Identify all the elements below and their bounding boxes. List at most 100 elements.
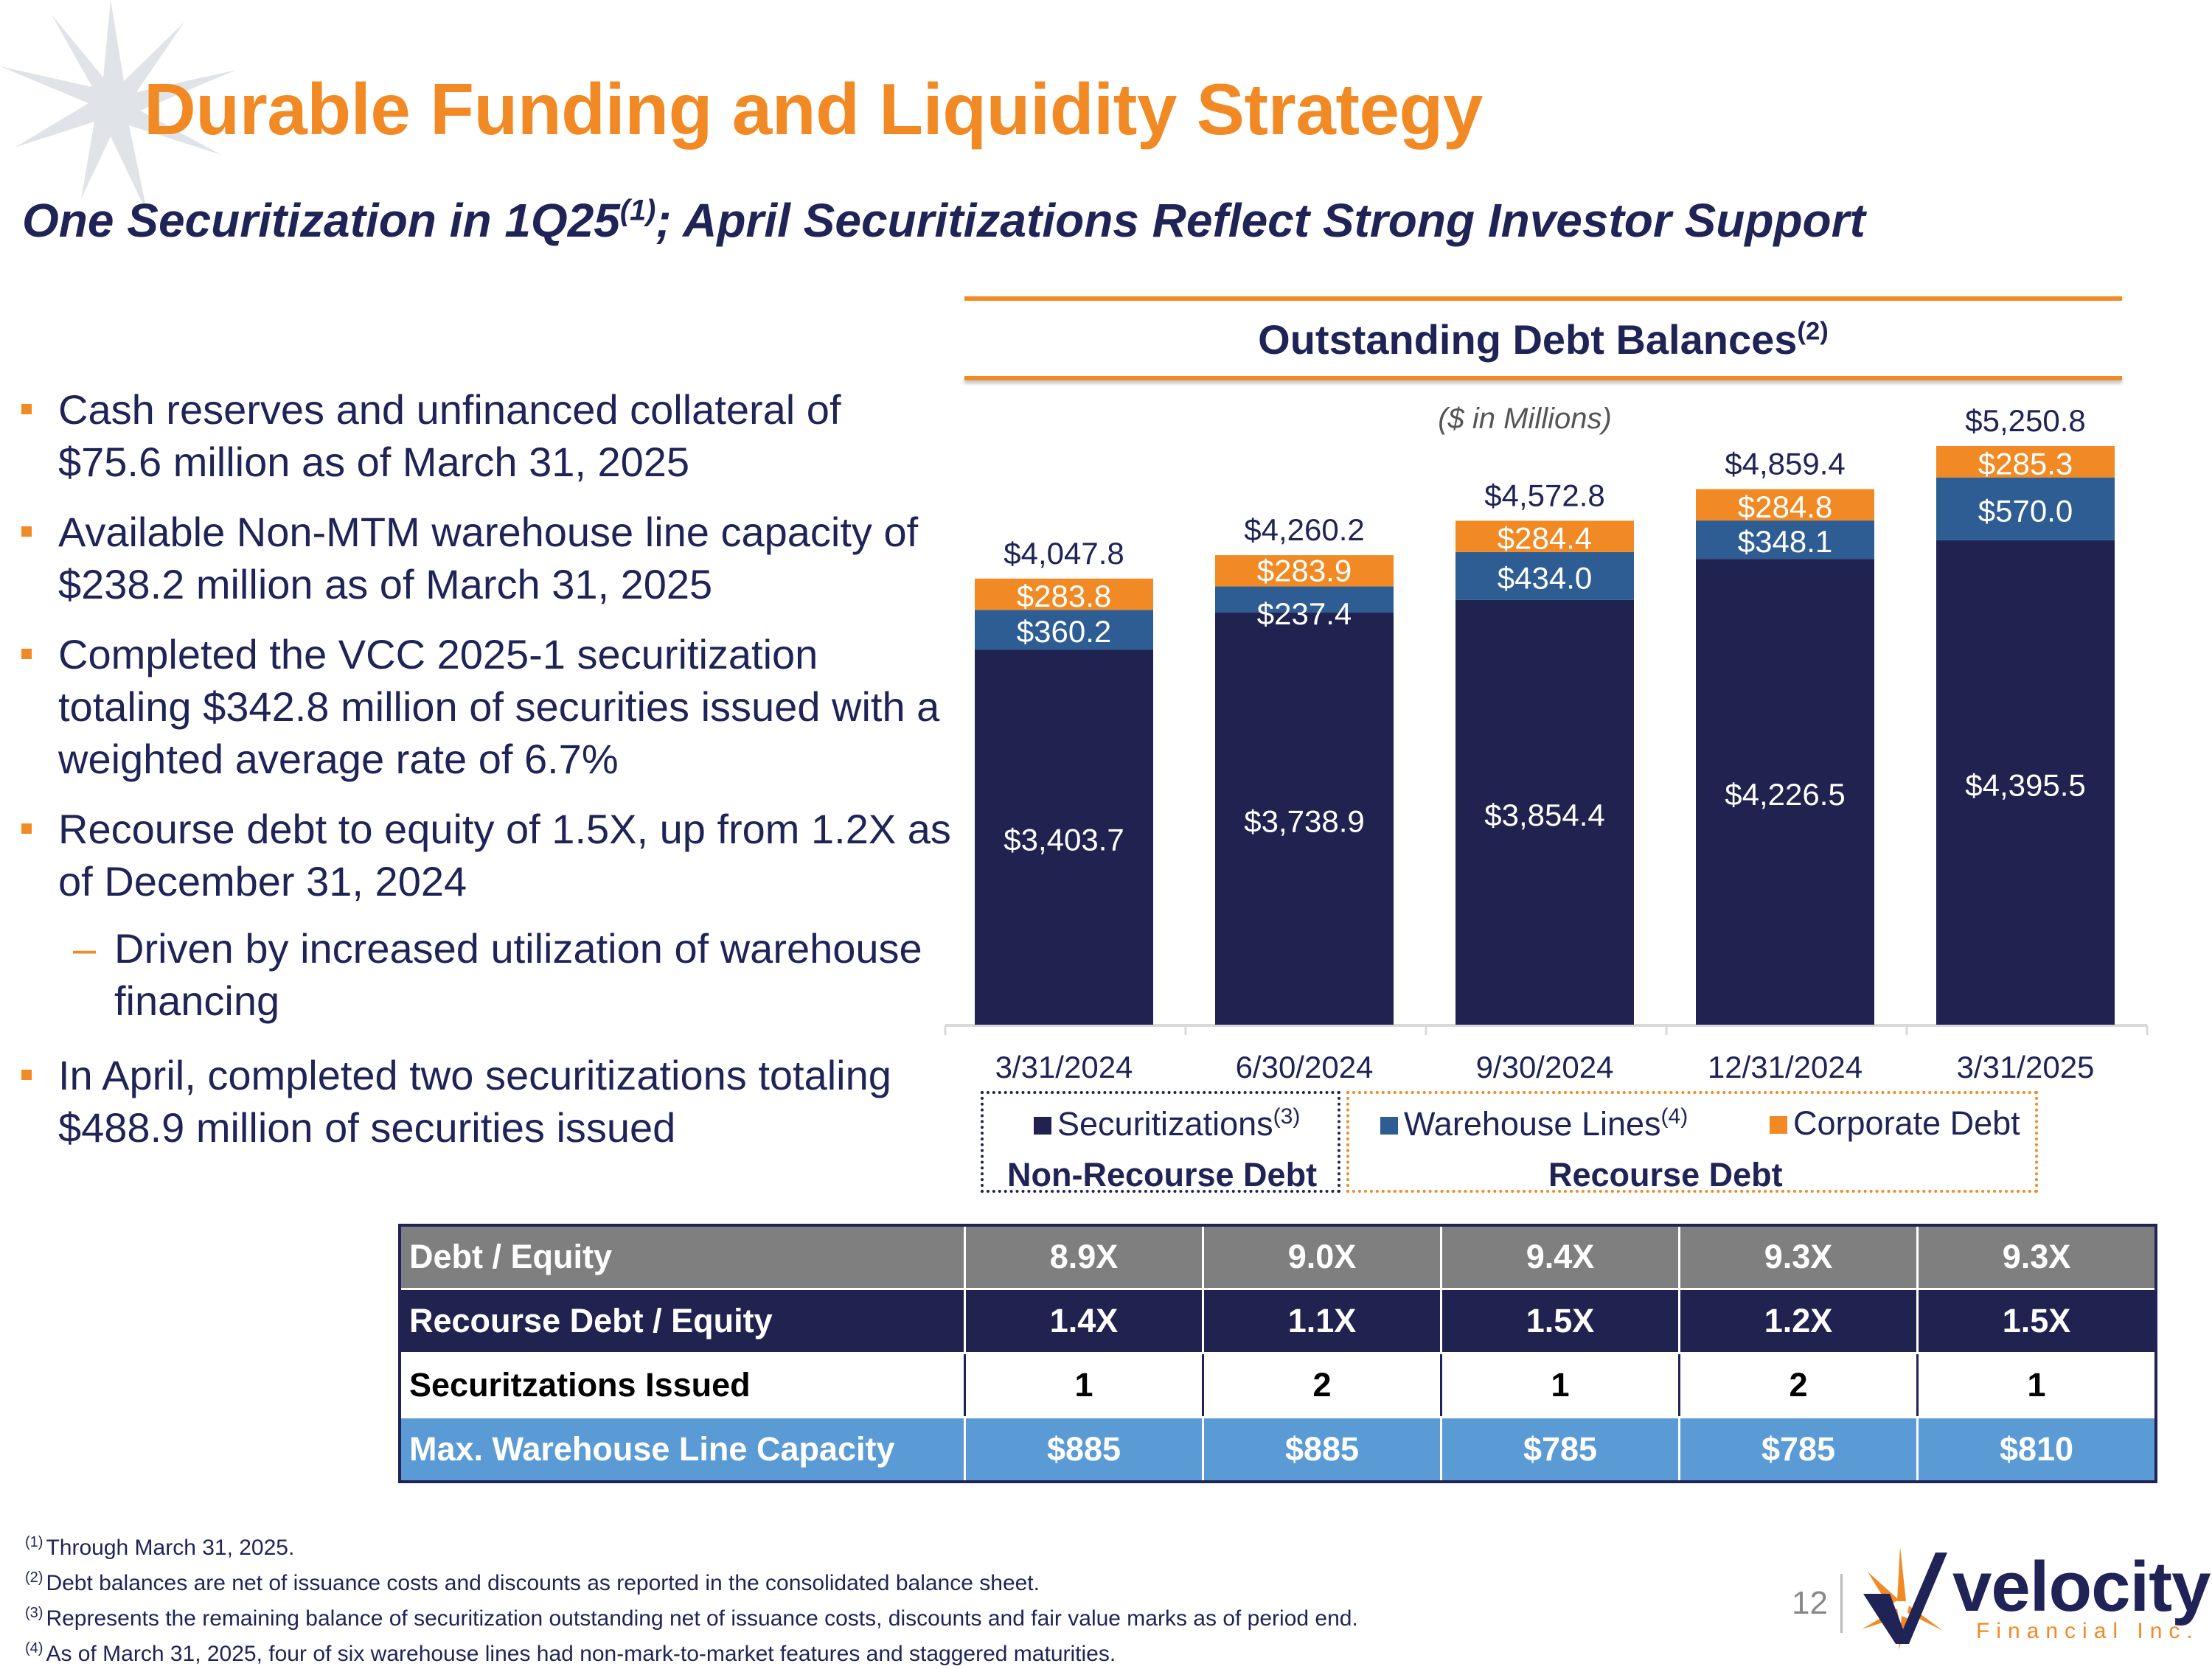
table-cell: 1.5X bbox=[1440, 1288, 1680, 1354]
table-cell: $785 bbox=[1678, 1416, 1919, 1482]
data-label: $4,395.5 bbox=[1965, 767, 2086, 802]
data-label: $348.1 bbox=[1738, 524, 1832, 559]
row-label: Max. Warehouse Line Capacity bbox=[398, 1416, 966, 1482]
footnote: (2) Debt balances are net of issuance cos… bbox=[25, 1569, 1040, 1595]
data-label: $360.2 bbox=[1017, 614, 1111, 649]
page-title: Durable Funding and Liquidity Strategy bbox=[144, 69, 1483, 150]
bullet-item: Completed the VCC 2025-1 securitization … bbox=[18, 628, 955, 785]
table-cell: $810 bbox=[1916, 1416, 2157, 1482]
table-row-debt-equity: Debt / Equity 8.9X 9.0X 9.4X 9.3X 9.3X bbox=[398, 1224, 2157, 1290]
bar-segment-corporate-debt bbox=[1696, 489, 1874, 521]
table-cell: 2 bbox=[1202, 1352, 1442, 1418]
data-label: $4,226.5 bbox=[1725, 777, 1846, 812]
chart-header-rule bbox=[964, 296, 2122, 301]
x-tick-label: 12/31/2024 bbox=[1708, 1050, 1863, 1084]
chart-units-label: ($ in Millions) bbox=[1438, 403, 1612, 435]
bar-segment-warehouse-lines bbox=[1215, 586, 1394, 613]
legend-item-warehouse-lines: Warehouse Lines(4) bbox=[1380, 1104, 1688, 1143]
data-label: $283.8 bbox=[1017, 579, 1111, 613]
bullet-item: Cash reserves and unfinanced collateral … bbox=[18, 383, 955, 488]
chart-title: Outstanding Debt Balances(2) bbox=[1258, 316, 1829, 363]
data-label: $285.3 bbox=[1978, 446, 2073, 481]
velocity-logo-icon bbox=[1862, 1547, 1947, 1650]
table-cell: 9.3X bbox=[1916, 1224, 2157, 1290]
table-cell: 1.1X bbox=[1202, 1288, 1442, 1354]
total-label: $4,260.2 bbox=[1244, 512, 1365, 547]
x-tick-label: 9/30/2024 bbox=[1476, 1050, 1614, 1084]
footnote: (1) Through March 31, 2025. bbox=[25, 1534, 295, 1560]
footnote: (4) As of March 31, 2025, four of six war… bbox=[25, 1640, 1116, 1666]
row-label: Debt / Equity bbox=[398, 1224, 966, 1290]
x-tick-label: 3/31/2024 bbox=[995, 1050, 1133, 1084]
data-label: $570.0 bbox=[1978, 493, 2073, 528]
table-row-recourse-debt-equity: Recourse Debt / Equity 1.4X 1.1X 1.5X 1.… bbox=[398, 1288, 2157, 1354]
bullet-square-icon bbox=[21, 404, 32, 414]
bullet-item: In April, completed two securitizations … bbox=[18, 1049, 955, 1154]
table-cell: 1.2X bbox=[1678, 1288, 1919, 1354]
decorative-star-icon bbox=[0, 0, 236, 214]
data-label: $3,403.7 bbox=[1004, 823, 1124, 857]
sub-bullet-item: – Driven by increased utilization of ware… bbox=[18, 922, 955, 1027]
table-cell: 9.3X bbox=[1678, 1224, 1919, 1290]
bar-segment-corporate-debt bbox=[1936, 446, 2115, 478]
x-tick-label: 6/30/2024 bbox=[1236, 1050, 1374, 1084]
bar-segment-securitizations bbox=[1696, 559, 1874, 1025]
total-label: $4,047.8 bbox=[1004, 536, 1124, 571]
legend-box-recourse bbox=[1346, 1091, 2038, 1193]
data-label: $283.9 bbox=[1257, 553, 1352, 588]
total-label: $5,250.8 bbox=[1965, 403, 2086, 438]
bar-segment-warehouse-lines bbox=[1696, 520, 1874, 560]
chart-header-rule bbox=[964, 376, 2122, 380]
data-label: $3,854.4 bbox=[1484, 798, 1605, 832]
table-cell: 1 bbox=[1916, 1352, 2157, 1418]
table-cell: 9.0X bbox=[1202, 1224, 1442, 1290]
data-label: $284.8 bbox=[1738, 489, 1832, 524]
data-label: $3,738.9 bbox=[1244, 804, 1365, 839]
footnotes: (1) Through March 31, 2025. (2) Debt balan… bbox=[25, 1527, 1358, 1669]
legend-box-non-recourse bbox=[981, 1091, 1340, 1193]
page-number-divider bbox=[1840, 1574, 1843, 1633]
logo-subtitle: Financial Inc. bbox=[1976, 1619, 2199, 1643]
bar-segment-corporate-debt bbox=[1455, 520, 1634, 552]
bar-segment-corporate-debt bbox=[975, 578, 1153, 610]
bullet-list: Cash reserves and unfinanced collateral … bbox=[18, 383, 955, 1171]
table-cell: 1.5X bbox=[1916, 1288, 2157, 1354]
legend-group-recourse: Recourse Debt bbox=[1548, 1156, 1783, 1194]
ratios-table: Debt / Equity 8.9X 9.0X 9.4X 9.3X 9.3X R… bbox=[398, 1224, 2157, 1482]
page-subtitle: One Securitization in 1Q25(1); April Sec… bbox=[22, 194, 1865, 247]
table-cell: $885 bbox=[964, 1416, 1204, 1482]
bullet-square-icon bbox=[21, 526, 32, 537]
data-label: $237.4 bbox=[1257, 596, 1352, 631]
table-cell: $785 bbox=[1440, 1416, 1680, 1482]
legend-group-non-recourse: Non-Recourse Debt bbox=[1007, 1156, 1318, 1194]
table-cell: 2 bbox=[1678, 1352, 1919, 1418]
bar-segment-securitizations bbox=[1936, 540, 2115, 1025]
bar-segment-warehouse-lines bbox=[1455, 551, 1634, 600]
bullet-square-icon bbox=[21, 1070, 32, 1080]
table-cell: 1 bbox=[964, 1352, 1204, 1418]
table-cell: $885 bbox=[1202, 1416, 1442, 1482]
legend-item-securitizations: Securitizations(3) bbox=[1034, 1104, 1300, 1143]
table-row-securitizations-issued: Securitzations Issued 1 2 1 2 1 bbox=[398, 1352, 2157, 1418]
table-cell: 1.4X bbox=[964, 1288, 1204, 1354]
legend-swatch bbox=[1380, 1117, 1398, 1135]
legend-swatch bbox=[1034, 1117, 1051, 1135]
bar-segment-corporate-debt bbox=[1215, 555, 1394, 587]
page-number: 12 bbox=[1792, 1585, 1828, 1621]
legend-item-corporate-debt: Corporate Debt bbox=[1770, 1104, 2020, 1143]
logo-wordmark: velocity bbox=[1952, 1547, 2211, 1626]
x-tick-label: 3/31/2025 bbox=[1957, 1050, 2095, 1084]
row-label: Recourse Debt / Equity bbox=[398, 1288, 966, 1354]
data-label: $284.4 bbox=[1498, 521, 1592, 556]
footnote: (3) Represents the remaining balance of s… bbox=[25, 1605, 1358, 1631]
bar-segment-securitizations bbox=[1455, 599, 1634, 1025]
bar-segment-securitizations bbox=[1215, 613, 1394, 1025]
bullet-item: Recourse debt to equity of 1.5X, up from… bbox=[18, 803, 955, 907]
stacked-bar-chart: $3,403.7 $360.2$283.8 $4,047.8 3/31/2024 $3,… bbox=[944, 403, 2149, 1084]
bar-segment-securitizations bbox=[975, 649, 1153, 1025]
bar-segment-warehouse-lines bbox=[975, 610, 1153, 650]
total-label: $4,859.4 bbox=[1725, 447, 1846, 481]
bullet-square-icon bbox=[21, 823, 32, 834]
total-label: $4,572.8 bbox=[1484, 478, 1605, 512]
table-cell: 8.9X bbox=[964, 1224, 1204, 1290]
